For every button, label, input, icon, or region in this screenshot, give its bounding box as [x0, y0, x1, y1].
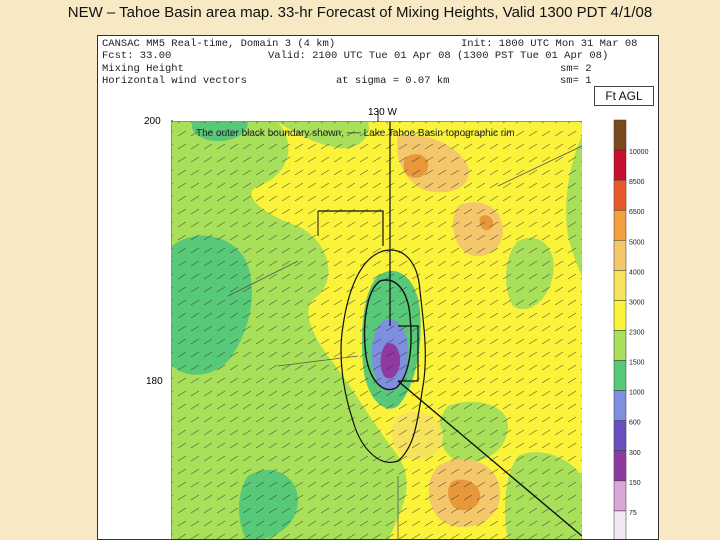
y-tick-label-200: 200	[144, 116, 161, 127]
legend-swatch	[613, 119, 627, 151]
legend-swatch	[613, 300, 627, 331]
legend-swatch	[613, 149, 627, 181]
tahoe-lake-outline	[363, 279, 412, 391]
legend-swatch	[613, 510, 627, 539]
legend-swatch	[613, 179, 627, 211]
legend-swatch	[613, 360, 627, 391]
header-valid-time: Valid: 2100 UTC Tue 01 Apr 08 (1300 PST …	[268, 50, 609, 62]
slide-title: NEW – Tahoe Basin area map. 33-hr Foreca…	[67, 4, 653, 21]
forecast-map-panel: CANSAC MM5 Real-time, Domain 3 (4 km) Fc…	[97, 35, 659, 540]
legend-level-label: 75	[629, 510, 637, 517]
header-init-time: Init: 1800 UTC Mon 31 Mar 08	[461, 38, 638, 50]
header-line-4: Horizontal wind vectors	[102, 75, 247, 87]
legend-swatch	[613, 209, 627, 241]
boundary-annotation: The outer black boundary shown, ── Lake …	[196, 128, 515, 139]
state-line-diagonal	[397, 380, 582, 537]
legend-level-label: 8500	[629, 179, 645, 186]
legend-level-label: 5000	[629, 239, 645, 246]
legend-swatch	[613, 480, 627, 512]
mixing-height-map: 130 W 200 180	[144, 107, 649, 539]
county-line-3	[277, 355, 359, 367]
header-line-3: Mixing Height	[102, 63, 184, 75]
header-sm-2: sm= 1	[560, 75, 592, 87]
legend-swatch	[613, 390, 627, 421]
wind-vectors	[172, 122, 582, 539]
tahoe-basin-rim	[340, 249, 426, 463]
legend-swatch	[613, 450, 627, 482]
legend-swatch	[613, 420, 627, 452]
legend-level-label: 2300	[629, 330, 645, 337]
header-line-2: Fcst: 33.00	[102, 50, 172, 62]
county-line-2	[227, 260, 299, 297]
header-sigma: at sigma = 0.07 km	[336, 75, 450, 87]
legend-level-label: 6500	[629, 209, 645, 216]
legend-level-label: 10000	[629, 149, 649, 156]
y-tick-label-180: 180	[146, 376, 163, 387]
county-line-4	[497, 145, 582, 187]
legend-level-label: 1000	[629, 390, 645, 397]
color-legend: 10000 8500 6500 5000 4000 3000 2300 1500 1000 600…	[613, 119, 649, 539]
x-tick-label: 130 W	[368, 107, 397, 118]
legend-swatch	[613, 270, 627, 301]
units-label: Ft AGL	[594, 86, 654, 106]
legend-level-label: 3000	[629, 299, 645, 306]
header-line-1: CANSAC MM5 Real-time, Domain 3 (4 km)	[102, 38, 336, 50]
legend-swatch	[613, 330, 627, 361]
legend-level-label: 600	[629, 420, 641, 427]
legend-level-label: 4000	[629, 269, 645, 276]
legend-level-label: 1500	[629, 360, 645, 367]
legend-swatch	[613, 240, 627, 271]
outer-boundary	[318, 210, 419, 382]
legend-level-label: 150	[629, 480, 641, 487]
header-sm-1: sm= 2	[560, 63, 592, 75]
legend-level-label: 300	[629, 450, 641, 457]
